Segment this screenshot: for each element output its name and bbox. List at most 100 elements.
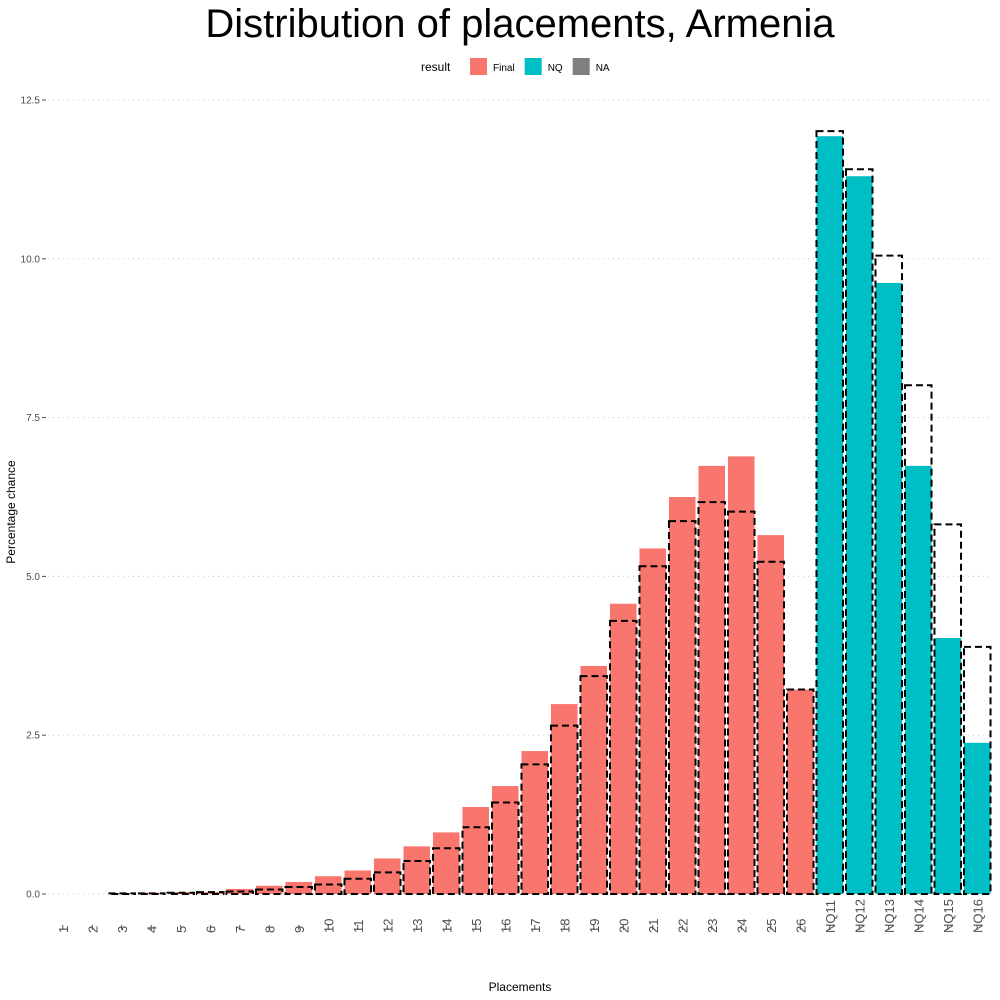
y-tick-label: 0.0 (26, 890, 40, 901)
y-tick-label: 12.5 (21, 96, 41, 107)
expected-outline-14 (431, 847, 461, 896)
bar-nq13 (875, 282, 903, 894)
x-axis-ticks: 1 2 3 4 5 6 7 8 9 10 11 12 13 14 15 16 17 18 19 20 21 22 23 24 2… (56, 899, 986, 933)
expected-outline-24 (726, 510, 756, 895)
legend-label-na: NA (596, 63, 610, 74)
expected-outline-nq11 (815, 130, 845, 895)
expected-outline-26 (785, 688, 815, 895)
bar-17 (521, 751, 549, 894)
x-tick-label: 2 (85, 926, 100, 933)
bar-11 (344, 870, 372, 894)
legend-title: result (421, 60, 451, 74)
bar-20 (609, 603, 637, 894)
expected-outline-nq15 (933, 523, 963, 895)
expected-outline-6 (195, 891, 225, 896)
x-tick-label: 3 (115, 926, 130, 933)
bar-25 (757, 535, 785, 894)
bar-24 (727, 456, 755, 894)
x-tick-label: 15 (469, 919, 484, 933)
expected-outline-nq13 (874, 254, 904, 895)
x-tick-label: NQ14 (911, 899, 926, 933)
bar-nq15 (934, 638, 962, 894)
x-tick-label: 18 (557, 919, 572, 933)
x-tick-label: 8 (262, 926, 277, 933)
y-axis-ticks: 0.0 2.5 5.0 7.5 10.0 12.5 (21, 96, 46, 901)
expected-outline-7 (225, 890, 255, 896)
x-tick-label: 9 (292, 926, 307, 933)
y-tick-label: 2.5 (26, 731, 40, 742)
x-tick-label: 14 (439, 919, 454, 933)
bar-21 (639, 548, 667, 894)
bar-18 (550, 704, 578, 894)
legend-swatch-final (470, 58, 487, 75)
bar-19 (580, 665, 608, 894)
expected-outlines (107, 130, 992, 896)
legend-swatch-na (572, 58, 590, 75)
x-axis-label: Placements (489, 980, 552, 994)
expected-outline-nq12 (844, 168, 874, 895)
expected-outline-12 (372, 871, 402, 895)
x-tick-label: NQ11 (823, 900, 838, 933)
bar-12 (373, 858, 401, 894)
x-tick-label: 26 (793, 919, 808, 933)
expected-outline-15 (461, 826, 491, 896)
x-tick-label: 22 (675, 919, 690, 933)
expected-outline-5 (166, 891, 196, 896)
bar-23 (698, 465, 726, 894)
x-tick-label: 23 (705, 919, 720, 933)
bars (108, 136, 991, 894)
expected-outline-18 (549, 724, 579, 895)
legend-label-final: Final (493, 63, 515, 74)
expected-outline-25 (756, 560, 786, 895)
x-tick-label: 5 (174, 926, 189, 933)
bar-nq14 (904, 465, 932, 894)
expected-outline-10 (313, 883, 343, 895)
legend: result Final NQ NA (421, 58, 610, 75)
y-tick-label: 10.0 (21, 254, 41, 265)
legend-label-nq: NQ (548, 63, 563, 74)
x-tick-label: 24 (734, 919, 749, 933)
bar-nq16 (963, 742, 991, 894)
x-tick-label: 11 (351, 920, 366, 934)
y-axis-label: Percentage chance (4, 460, 18, 564)
expected-outline-4 (136, 892, 166, 896)
expected-outline-16 (490, 801, 520, 895)
expected-outline-20 (608, 619, 638, 895)
x-tick-label: 16 (498, 919, 513, 933)
x-tick-label: 25 (764, 919, 779, 933)
x-tick-label: NQ12 (852, 899, 867, 933)
expected-outline-8 (254, 888, 284, 895)
y-tick-label: 5.0 (26, 572, 40, 583)
x-tick-label: 1 (56, 926, 71, 933)
expected-outline-nq16 (962, 645, 992, 896)
expected-outline-3 (107, 892, 137, 896)
x-tick-label: 13 (410, 919, 425, 933)
x-tick-label: 12 (380, 919, 395, 933)
bar-22 (668, 497, 696, 894)
x-tick-label: 10 (321, 919, 336, 933)
expected-outline-nq14 (903, 384, 933, 895)
expected-outline-9 (284, 886, 314, 896)
bar-14 (432, 832, 460, 894)
x-tick-label: NQ13 (882, 899, 897, 933)
bar-13 (403, 846, 431, 894)
expected-outline-19 (579, 675, 609, 895)
x-tick-label: 17 (528, 919, 543, 933)
legend-swatch-nq (524, 58, 542, 75)
x-tick-label: 19 (587, 919, 602, 933)
bar-26 (786, 689, 814, 894)
x-tick-label: NQ16 (970, 899, 985, 933)
expected-outline-23 (697, 501, 727, 895)
x-tick-label: 20 (616, 919, 631, 933)
y-tick-label: 7.5 (26, 413, 40, 424)
x-tick-label: NQ15 (941, 899, 956, 933)
bar-nq11 (816, 136, 844, 894)
bar-nq12 (845, 176, 873, 894)
expected-outline-21 (638, 565, 668, 896)
expected-outline-22 (667, 520, 697, 895)
x-tick-label: 6 (203, 926, 218, 933)
expected-outline-13 (402, 859, 432, 896)
expected-outline-17 (520, 763, 550, 895)
expected-outline-11 (343, 877, 373, 895)
